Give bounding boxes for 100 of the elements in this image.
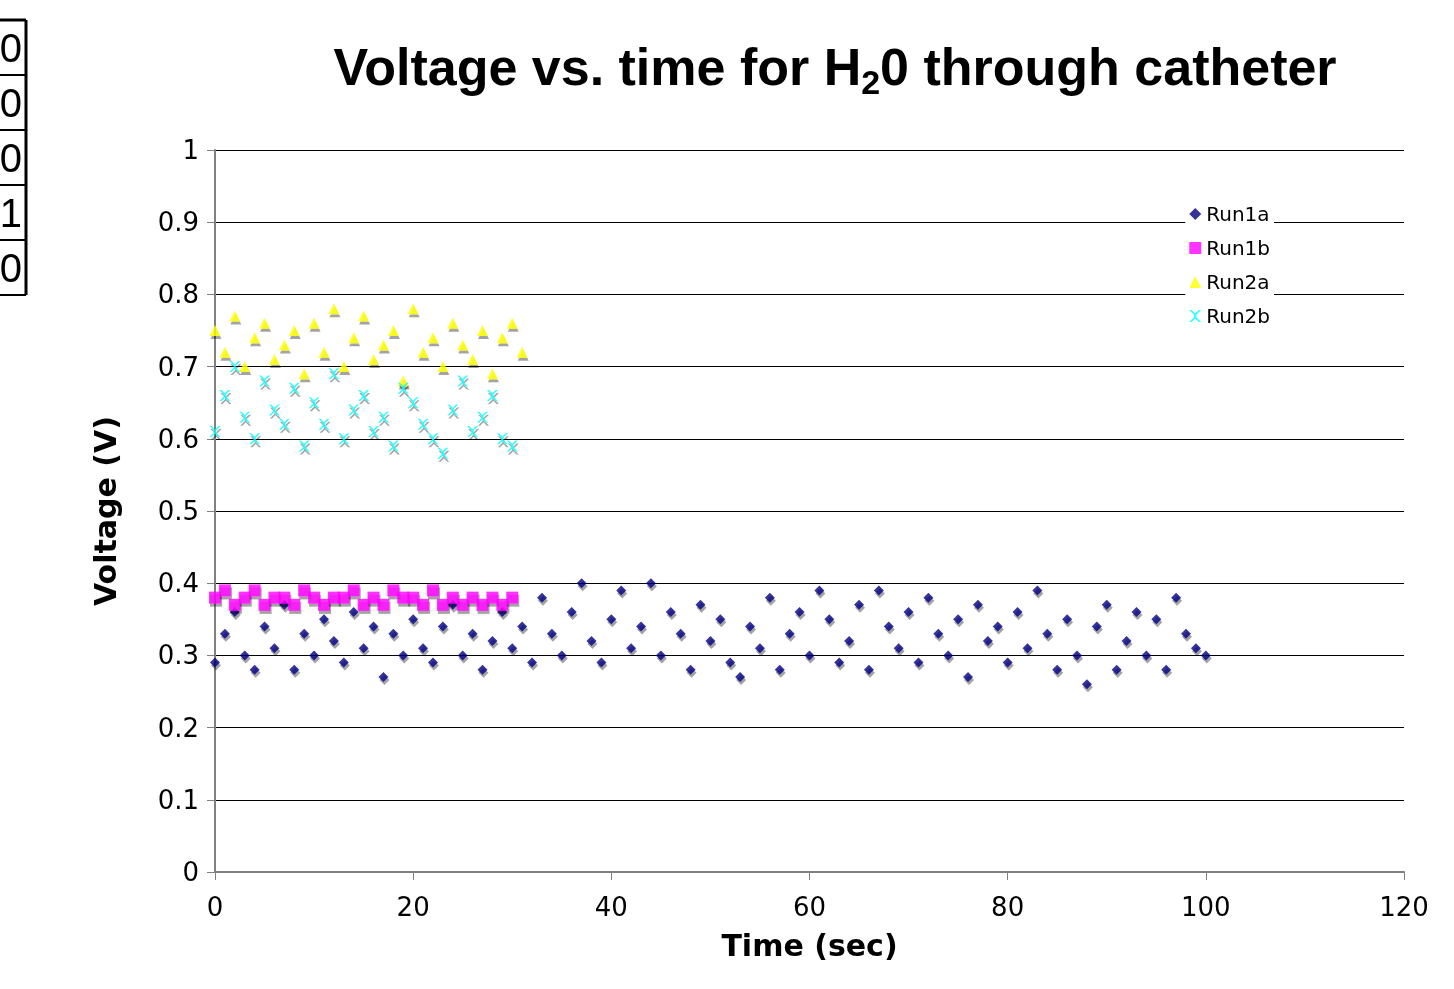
point bbox=[228, 598, 241, 611]
point bbox=[437, 361, 449, 373]
y-tick-label: 0.1 bbox=[157, 784, 199, 815]
point bbox=[338, 361, 350, 373]
x-tick-label: 40 bbox=[594, 892, 628, 922]
x-tick-label: 20 bbox=[396, 892, 430, 922]
point bbox=[486, 368, 498, 380]
point bbox=[318, 418, 330, 430]
point bbox=[506, 317, 518, 329]
x-tick-label: 60 bbox=[792, 892, 827, 922]
point bbox=[477, 325, 489, 336]
point bbox=[337, 591, 350, 604]
point bbox=[278, 418, 290, 430]
point bbox=[218, 584, 231, 597]
point bbox=[377, 339, 389, 351]
point bbox=[397, 382, 409, 394]
point bbox=[268, 404, 280, 416]
point bbox=[516, 346, 528, 358]
point bbox=[249, 433, 261, 445]
point bbox=[496, 433, 508, 445]
point bbox=[358, 389, 370, 401]
point bbox=[496, 332, 508, 344]
y-tick-label: 0.2 bbox=[157, 712, 199, 743]
point bbox=[298, 368, 310, 380]
point bbox=[239, 361, 251, 373]
point bbox=[407, 303, 419, 315]
point bbox=[209, 325, 221, 336]
point bbox=[288, 382, 300, 394]
point bbox=[457, 375, 469, 387]
y-tick-label: 0.6 bbox=[157, 423, 199, 454]
point bbox=[338, 433, 350, 445]
point bbox=[467, 353, 479, 365]
point bbox=[387, 440, 399, 452]
point bbox=[308, 397, 320, 409]
point bbox=[308, 591, 321, 604]
text: 1 bbox=[0, 190, 22, 235]
point bbox=[437, 447, 449, 459]
point bbox=[249, 332, 261, 344]
point bbox=[427, 332, 439, 344]
point bbox=[288, 598, 301, 611]
point bbox=[358, 310, 370, 322]
text: 0 bbox=[0, 25, 22, 70]
point bbox=[348, 404, 360, 416]
point bbox=[368, 353, 380, 365]
y-tick-label: 0.3 bbox=[157, 640, 199, 671]
y-tick-label: 0.8 bbox=[157, 279, 199, 310]
point bbox=[219, 346, 231, 358]
point bbox=[268, 353, 280, 365]
point bbox=[308, 317, 320, 329]
point bbox=[298, 584, 311, 597]
point bbox=[259, 317, 271, 329]
y-tick-label: 0.7 bbox=[157, 351, 199, 382]
point bbox=[466, 591, 479, 604]
x-tick-label: 120 bbox=[1379, 892, 1429, 922]
point bbox=[467, 426, 479, 438]
point bbox=[348, 332, 360, 344]
point bbox=[229, 310, 241, 322]
x-tick-label: 0 bbox=[206, 892, 224, 922]
legend-label: Run2a bbox=[1206, 270, 1270, 294]
text: 0 bbox=[0, 135, 22, 180]
point bbox=[288, 325, 300, 336]
point bbox=[259, 375, 271, 387]
point bbox=[477, 411, 489, 423]
text: 0 bbox=[0, 245, 22, 290]
point bbox=[209, 591, 221, 604]
point bbox=[486, 591, 499, 604]
point bbox=[229, 361, 241, 373]
point bbox=[328, 368, 340, 380]
y-tick-label: 0.9 bbox=[157, 207, 199, 238]
point bbox=[238, 591, 251, 604]
point bbox=[239, 411, 251, 423]
point bbox=[377, 598, 390, 611]
point bbox=[219, 389, 231, 401]
point bbox=[407, 591, 420, 604]
point bbox=[347, 584, 360, 597]
point bbox=[426, 584, 439, 597]
point bbox=[328, 303, 340, 315]
legend-label: Run1a bbox=[1206, 202, 1270, 226]
point bbox=[506, 440, 518, 452]
point bbox=[407, 397, 419, 409]
y-tick-label: 1 bbox=[182, 135, 199, 165]
point bbox=[456, 598, 469, 611]
x-tick-label: 80 bbox=[991, 892, 1025, 922]
y-tick-label: 0.5 bbox=[157, 496, 199, 526]
point bbox=[417, 418, 429, 430]
point bbox=[447, 404, 459, 416]
point bbox=[457, 339, 469, 351]
x-axis-title: Time (sec) bbox=[721, 927, 898, 963]
point bbox=[486, 389, 498, 401]
legend-label: Run1b bbox=[1206, 236, 1271, 260]
y-tick-label: 0.4 bbox=[157, 568, 199, 599]
point bbox=[387, 325, 399, 336]
point bbox=[318, 346, 330, 358]
point bbox=[436, 598, 449, 611]
point bbox=[298, 440, 310, 452]
point bbox=[248, 584, 261, 597]
point bbox=[447, 317, 459, 329]
point bbox=[377, 411, 389, 423]
y-tick-label: 0 bbox=[182, 857, 199, 887]
legend-label: Run2b bbox=[1206, 304, 1271, 328]
